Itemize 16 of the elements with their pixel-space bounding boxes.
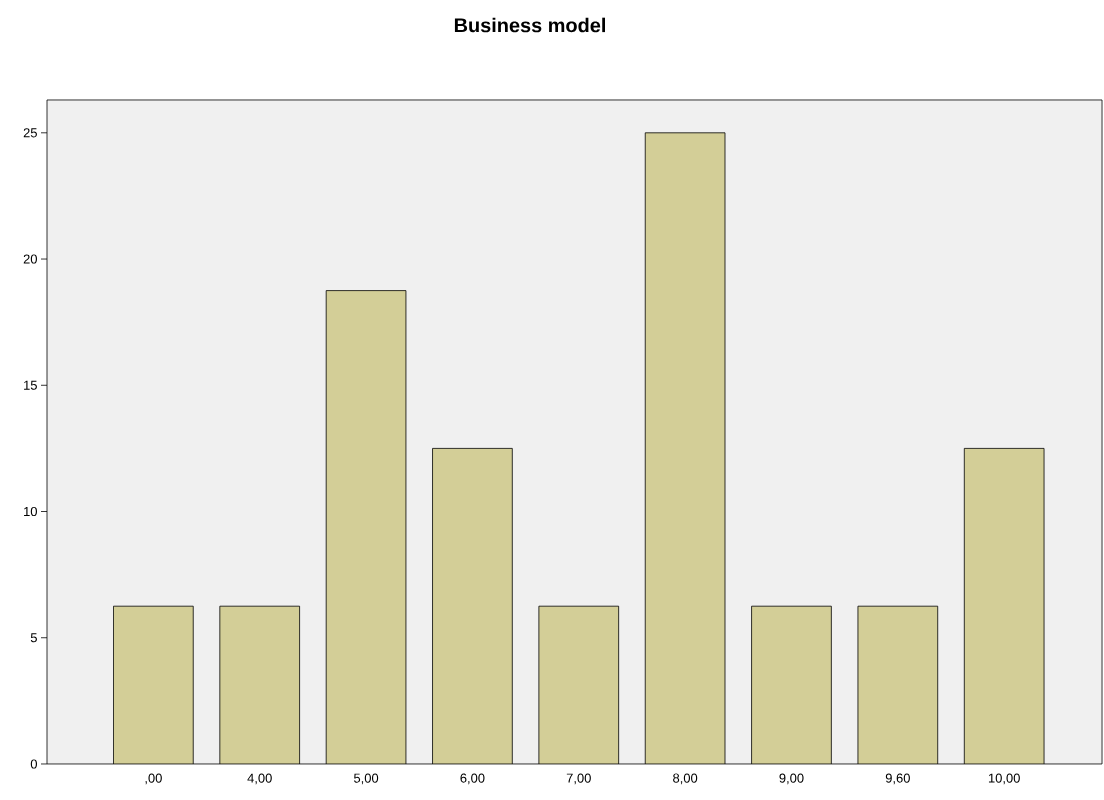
x-tick-label: 8,00 [673,773,698,785]
x-tick-label: 5,00 [353,773,379,785]
y-tick-label: 10 [24,506,37,517]
x-tick-label: 7,00 [566,773,591,785]
x-tick-label: 10,00 [988,773,1020,785]
x-tick-label: 9,00 [779,773,804,785]
x-tick-label: 4,00 [247,773,272,785]
chart-title: Business model [454,17,605,33]
x-tick-label: 9,60 [885,773,910,785]
y-tick-label: 5 [30,633,37,643]
x-tick-label: ,00 [145,773,162,785]
y-tick-label: 25 [23,128,37,138]
y-tick-label: 0 [30,759,37,769]
x-tick-label: 6,00 [460,773,485,785]
y-tick-label: 20 [23,254,37,264]
y-tick-label: 15 [24,380,37,390]
